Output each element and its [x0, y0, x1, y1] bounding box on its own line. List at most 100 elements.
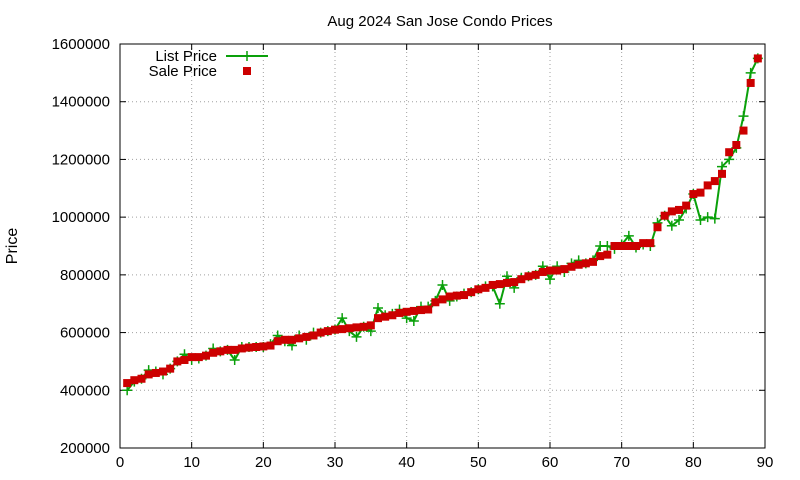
- list-price-point: [229, 354, 240, 365]
- sale-price-point: [546, 266, 554, 275]
- sale-price-point: [202, 351, 210, 360]
- y-tick-label: 800000: [60, 267, 110, 284]
- sale-price-point: [596, 252, 605, 261]
- sale-price-point: [574, 260, 583, 269]
- sale-price-point: [409, 306, 418, 315]
- x-tick-label: 70: [613, 454, 630, 471]
- sale-price-point: [159, 367, 167, 376]
- list-price-point: [545, 274, 555, 285]
- y-tick-label: 1200000: [52, 151, 110, 168]
- sale-price-series: [123, 54, 762, 388]
- x-tick-label: 90: [757, 454, 774, 471]
- sale-price-point: [603, 250, 612, 259]
- sale-price-point: [531, 270, 540, 279]
- sale-price-point: [682, 201, 691, 210]
- sale-price-point: [503, 278, 511, 287]
- y-tick-label: 1400000: [52, 94, 110, 111]
- sale-price-point: [689, 190, 698, 199]
- sale-price-point: [524, 272, 533, 281]
- y-axis-label: Price: [4, 228, 21, 265]
- sale-price-point: [338, 325, 347, 334]
- sale-price-point: [431, 298, 440, 307]
- y-tick-label: 1000000: [52, 209, 110, 226]
- sale-price-point: [538, 267, 547, 276]
- sale-price-point: [725, 148, 734, 157]
- sale-price-point: [151, 368, 160, 377]
- sale-price-point: [467, 288, 476, 297]
- sale-price-point: [560, 265, 569, 274]
- sale-price-point: [424, 305, 433, 314]
- sale-price-point: [295, 334, 304, 343]
- legend-label-list-price: List Price: [155, 48, 217, 65]
- sale-price-point: [259, 342, 268, 351]
- sale-price-point: [460, 291, 468, 300]
- axis-ticks: 0 10 20 30 40 50 60 70 80 90 200000 400000 600000 800…: [52, 36, 774, 471]
- sale-price-point: [732, 141, 741, 149]
- list-price-point: [674, 215, 684, 226]
- sale-price-point: [173, 357, 182, 366]
- sale-price-point: [187, 353, 196, 362]
- sale-price-point: [288, 335, 296, 344]
- sale-price-point: [209, 348, 218, 357]
- sale-price-point: [660, 211, 669, 220]
- sale-price-point: [374, 314, 382, 323]
- sale-price-point: [589, 257, 597, 266]
- sale-price-point: [252, 343, 261, 351]
- x-tick-label: 0: [116, 454, 124, 471]
- x-tick-label: 80: [685, 454, 702, 471]
- sale-price-point: [610, 242, 619, 250]
- x-tick-label: 40: [398, 454, 415, 471]
- sale-price-point: [639, 239, 648, 248]
- sale-price-point: [266, 341, 275, 350]
- sale-price-point: [452, 291, 461, 300]
- list-price-point: [494, 298, 505, 309]
- sale-price-point: [495, 280, 504, 289]
- chart-title: Aug 2024 San Jose Condo Prices: [327, 13, 552, 30]
- y-tick-label: 400000: [60, 382, 110, 399]
- sale-price-point: [273, 337, 282, 346]
- sale-price-point: [280, 335, 289, 344]
- sale-price-point: [696, 188, 705, 197]
- sale-price-point: [632, 242, 640, 250]
- grid: [120, 44, 765, 448]
- sale-price-point: [237, 344, 246, 353]
- sale-price-point: [230, 345, 239, 354]
- list-price-series: [122, 53, 763, 396]
- sale-price-point: [667, 207, 676, 216]
- y-tick-label: 1600000: [52, 36, 110, 53]
- sale-price-point: [653, 223, 662, 232]
- sale-price-point: [180, 355, 189, 364]
- list-price-point: [695, 215, 706, 226]
- list-price-point: [709, 213, 720, 224]
- list-price-point: [738, 111, 749, 122]
- sale-price-point: [510, 278, 519, 287]
- sale-price-point: [309, 331, 318, 340]
- sale-price-point: [388, 311, 397, 320]
- sale-price-point: [123, 379, 132, 388]
- sale-price-point: [316, 328, 325, 337]
- x-tick-label: 60: [542, 454, 559, 471]
- sale-price-point: [567, 262, 576, 271]
- sale-price-point: [194, 353, 203, 362]
- sale-price-point: [130, 376, 139, 385]
- sale-price-point: [345, 324, 354, 333]
- sale-price-point: [646, 239, 655, 248]
- x-tick-label: 50: [470, 454, 487, 471]
- legend: List Price Sale Price: [149, 48, 268, 80]
- sale-price-point: [488, 280, 497, 289]
- legend-label-sale-price: Sale Price: [149, 63, 217, 80]
- sale-price-point: [302, 332, 311, 341]
- legend-marker-sale-price: [243, 67, 251, 75]
- sale-price-point: [624, 242, 633, 250]
- sale-price-point: [417, 306, 425, 315]
- x-tick-label: 20: [255, 454, 272, 471]
- sale-price-point: [366, 321, 375, 330]
- sale-price-point: [381, 312, 390, 321]
- list-price-point: [351, 331, 362, 342]
- sale-price-point: [746, 78, 755, 87]
- sale-price-point: [753, 54, 762, 63]
- sale-price-point: [245, 343, 253, 352]
- sale-price-point: [395, 308, 404, 317]
- x-tick-label: 10: [183, 454, 200, 471]
